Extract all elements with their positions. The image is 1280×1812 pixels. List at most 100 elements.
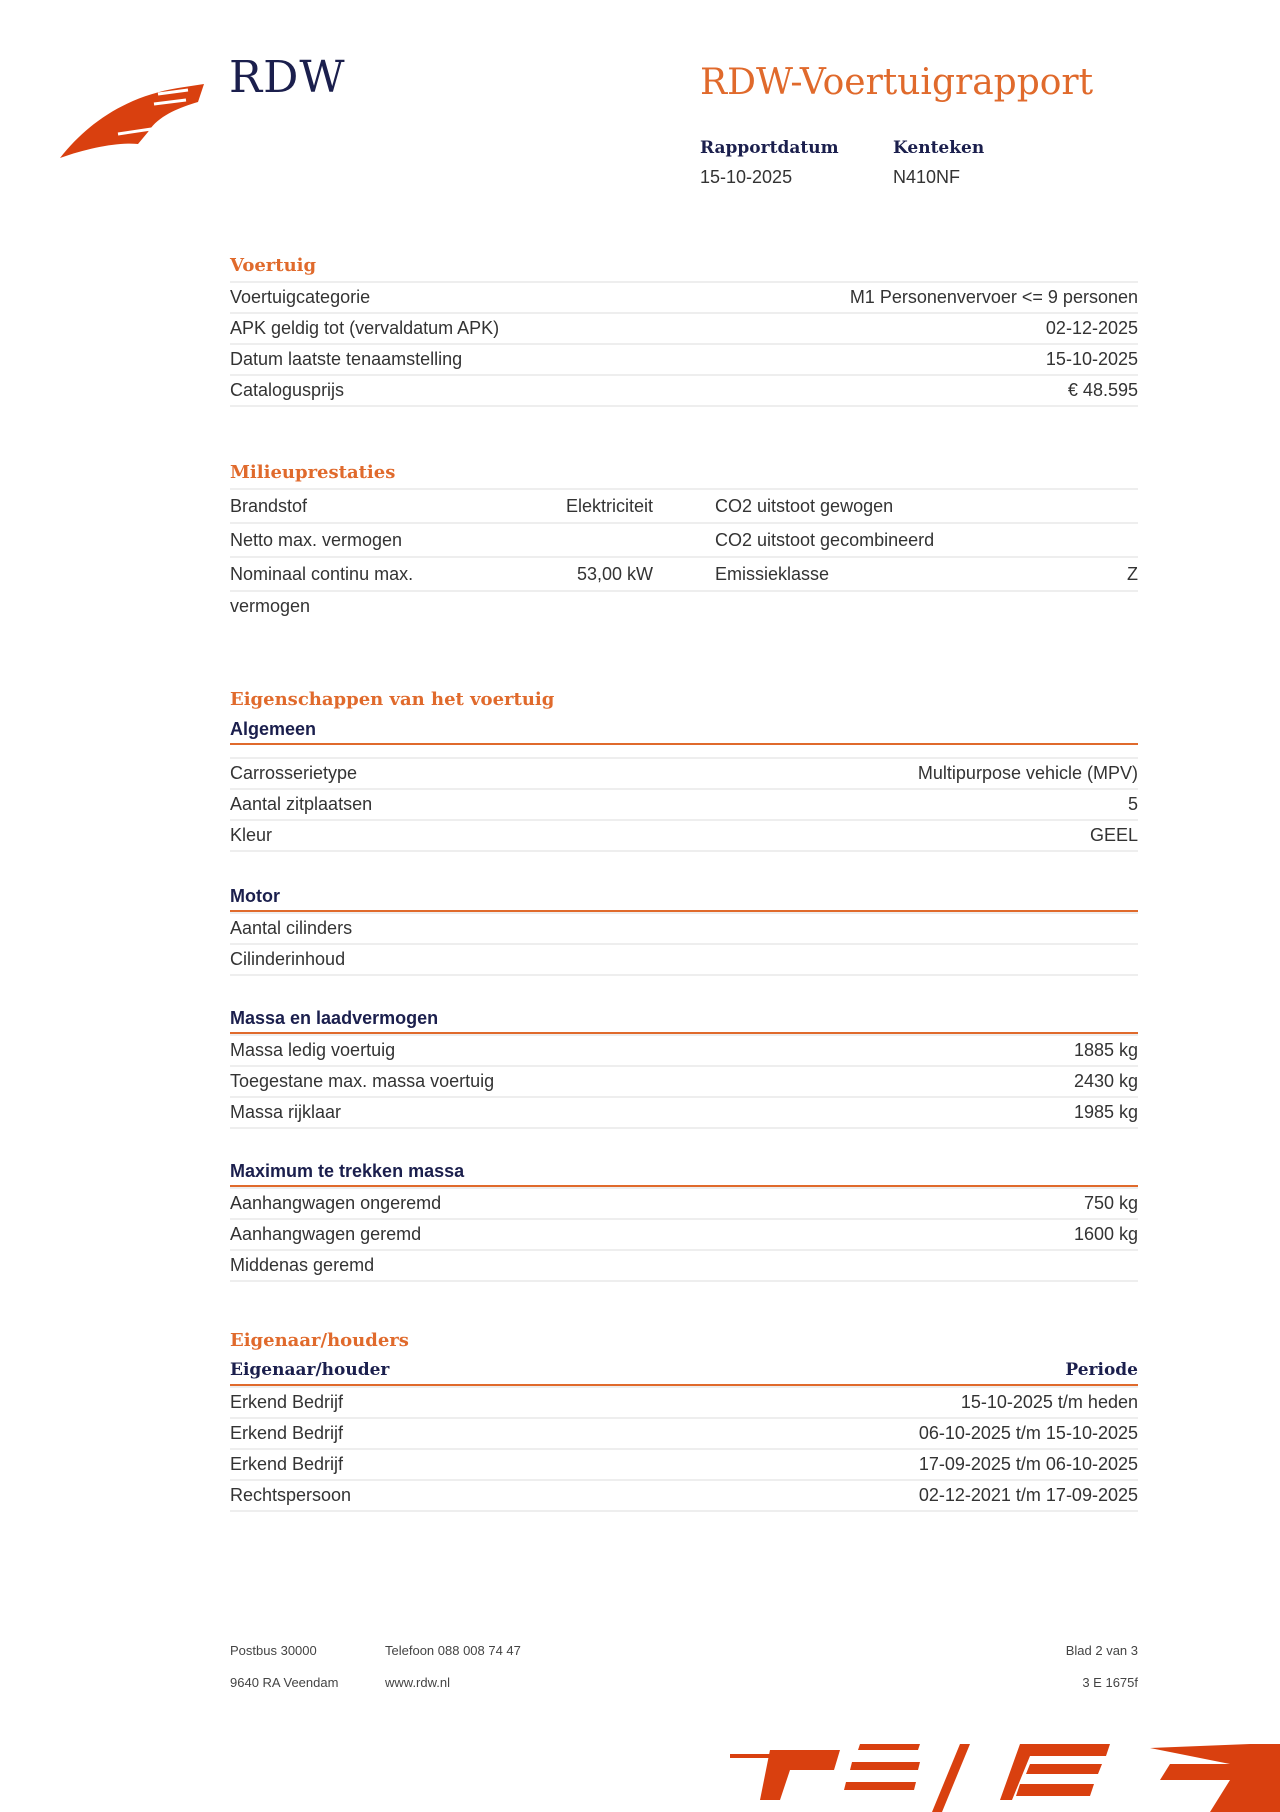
row-label: Erkend Bedrijf bbox=[230, 1423, 344, 1443]
row-value: 1885 kg bbox=[1073, 1040, 1138, 1060]
row-value: 15-10-2025 bbox=[1045, 349, 1138, 369]
logo-text: RDW bbox=[229, 52, 346, 103]
row-label: Erkend Bedrijf bbox=[230, 1392, 344, 1412]
row-value: 1600 kg bbox=[1073, 1224, 1138, 1244]
row-label: Aantal zitplaatsen bbox=[230, 794, 373, 814]
row-value-2: Z bbox=[1127, 564, 1138, 584]
row-value: 1985 kg bbox=[1073, 1102, 1138, 1122]
rapportdatum-label: Rapportdatum bbox=[700, 138, 839, 158]
kenteken-value: N410NF bbox=[893, 167, 961, 187]
row-value: 02-12-2021 t/m 17-09-2025 bbox=[918, 1485, 1138, 1505]
massa-title: Massa en laadvermogen bbox=[230, 1008, 439, 1028]
footer-page-number: Blad 2 van 3 bbox=[1065, 1643, 1138, 1658]
table-row: Aanhangwagen geremd 1600 kg bbox=[230, 1218, 1138, 1249]
rdw-logo-icon bbox=[60, 84, 204, 158]
row-label: Rechtspersoon bbox=[230, 1485, 352, 1505]
section-title: Eigenschappen van het voertuig bbox=[230, 689, 555, 710]
row-label: Cilinderinhoud bbox=[230, 949, 346, 969]
row-value: 750 kg bbox=[1083, 1193, 1138, 1213]
table-row: Massa ledig voertuig 1885 kg bbox=[230, 1034, 1138, 1065]
section-eigenaar: Eigenaar/houders Eigenaar/houder Periode… bbox=[230, 1326, 1138, 1512]
row-value: 06-10-2025 t/m 15-10-2025 bbox=[918, 1423, 1138, 1443]
subsection-title: Maximum te trekken massa bbox=[230, 1157, 1138, 1187]
row-label: APK geldig tot (vervaldatum APK) bbox=[230, 318, 500, 338]
column-header-periode: Periode bbox=[1065, 1360, 1138, 1380]
row-value: Multipurpose vehicle (MPV) bbox=[917, 763, 1138, 783]
motor-rows: Aantal cilinders Cilinderinhoud bbox=[230, 912, 1138, 976]
row-value: GEEL bbox=[1089, 825, 1138, 845]
row-value bbox=[480, 524, 653, 556]
row-label: Aanhangwagen ongeremd bbox=[230, 1193, 442, 1213]
subsection-title: Motor bbox=[230, 882, 1138, 912]
section-milieu: Milieuprestaties Brandstof Elektriciteit C… bbox=[230, 458, 1138, 616]
row-value: 5 bbox=[1127, 794, 1138, 814]
table-row: Erkend Bedrijf 15-10-2025 t/m heden bbox=[230, 1386, 1138, 1417]
table-row: Aantal zitplaatsen 5 bbox=[230, 788, 1138, 819]
table-row: Carrosserietype Multipurpose vehicle (MPV… bbox=[230, 757, 1138, 788]
section-eigenschappen: Eigenschappen van het voertuig Algemeen … bbox=[230, 685, 1138, 1282]
table-row: Aanhangwagen ongeremd 750 kg bbox=[230, 1187, 1138, 1218]
table-row: Voertuigcategorie M1 Personenvervoer <= 9… bbox=[230, 281, 1138, 312]
table-row: Massa rijklaar 1985 kg bbox=[230, 1096, 1138, 1127]
row-label-2: CO2 uitstoot gecombineerd bbox=[715, 530, 935, 550]
row-label: Aantal cilinders bbox=[230, 918, 353, 938]
table-row: Catalogusprijs € 48.595 bbox=[230, 374, 1138, 405]
kenteken-label: Kenteken bbox=[893, 138, 985, 158]
row-value: 02-12-2025 bbox=[1045, 318, 1138, 338]
column-header-eigenaar: Eigenaar/houder bbox=[230, 1360, 390, 1380]
table-row: Erkend Bedrijf 06-10-2025 t/m 15-10-2025 bbox=[230, 1417, 1138, 1448]
subsection-title: Algemeen bbox=[230, 715, 1138, 745]
table-row: Kleur GEEL bbox=[230, 819, 1138, 850]
row-label: Nominaal continu max. vermogen bbox=[230, 564, 414, 616]
row-label: Netto max. vermogen bbox=[230, 530, 403, 550]
row-label: Datum laatste tenaamstelling bbox=[230, 349, 463, 369]
table-row: Toegestane max. massa voertuig 2430 kg bbox=[230, 1065, 1138, 1096]
row-value: 15-10-2025 t/m heden bbox=[960, 1392, 1138, 1412]
row-value: M1 Personenvervoer <= 9 personen bbox=[849, 287, 1138, 307]
row-value: Elektriciteit bbox=[565, 496, 653, 516]
footer-website[interactable]: www.rdw.nl bbox=[385, 1675, 451, 1690]
voertuig-rows: Voertuigcategorie M1 Personenvervoer <= 9… bbox=[230, 281, 1138, 407]
row-label-2: Emissieklasse bbox=[715, 564, 830, 584]
row-label: Catalogusprijs bbox=[230, 380, 345, 400]
table-row: Netto max. vermogen CO2 uitstoot gecombin… bbox=[230, 522, 1138, 556]
table-row: Aantal cilinders bbox=[230, 912, 1138, 943]
section-title: Milieuprestaties bbox=[230, 462, 396, 483]
row-value: € 48.595 bbox=[1067, 380, 1138, 400]
massa-rows: Massa ledig voertuig 1885 kg Toegestane ma… bbox=[230, 1034, 1138, 1129]
row-label: Erkend Bedrijf bbox=[230, 1454, 344, 1474]
table-row: Erkend Bedrijf 17-09-2025 t/m 06-10-2025 bbox=[230, 1448, 1138, 1479]
table-row: Datum laatste tenaamstelling 15-10-2025 bbox=[230, 343, 1138, 374]
rapportdatum-value: 15-10-2025 bbox=[700, 167, 793, 187]
table-row: Middenas geremd bbox=[230, 1249, 1138, 1280]
table-row: Cilinderinhoud bbox=[230, 943, 1138, 974]
algemeen-title: Algemeen bbox=[230, 719, 317, 739]
row-label: Toegestane max. massa voertuig bbox=[230, 1071, 495, 1091]
footer-adres: 9640 RA Veendam bbox=[230, 1675, 339, 1690]
footer-postbus: Postbus 30000 bbox=[230, 1643, 317, 1658]
table-row: APK geldig tot (vervaldatum APK) 02-12-20… bbox=[230, 312, 1138, 343]
row-label: Kleur bbox=[230, 825, 273, 845]
row-value: 17-09-2025 t/m 06-10-2025 bbox=[918, 1454, 1138, 1474]
trekken-title: Maximum te trekken massa bbox=[230, 1161, 465, 1181]
footer-code: 3 E 1675f bbox=[1082, 1675, 1138, 1690]
algemeen-rows: Carrosserietype Multipurpose vehicle (MPV… bbox=[230, 757, 1138, 852]
rdw-stripes-logo-icon bbox=[730, 1744, 1280, 1812]
row-label: Middenas geremd bbox=[230, 1255, 375, 1275]
footer-telefoon: Telefoon 088 008 74 47 bbox=[385, 1643, 521, 1658]
row-label: Massa rijklaar bbox=[230, 1102, 342, 1122]
subsection-title: Massa en laadvermogen bbox=[230, 1004, 1138, 1034]
row-label: Voertuigcategorie bbox=[230, 287, 371, 307]
row-label: Aanhangwagen geremd bbox=[230, 1224, 422, 1244]
eigenaar-table-header: Eigenaar/houder Periode bbox=[230, 1356, 1138, 1386]
section-title: Voertuig bbox=[230, 255, 317, 276]
table-row: Rechtspersoon 02-12-2021 t/m 17-09-2025 bbox=[230, 1479, 1138, 1510]
row-value: 2430 kg bbox=[1073, 1071, 1138, 1091]
row-value: 53,00 kW bbox=[576, 564, 653, 584]
row-label: Brandstof bbox=[230, 496, 308, 516]
row-label: Carrosserietype bbox=[230, 763, 358, 783]
trekken-rows: Aanhangwagen ongeremd 750 kg Aanhangwagen … bbox=[230, 1187, 1138, 1282]
row-label-2: CO2 uitstoot gewogen bbox=[715, 496, 894, 516]
page-title: RDW-Voertuigrapport bbox=[700, 62, 1094, 103]
table-row: Nominaal continu max. vermogen 53,00 kW Em… bbox=[230, 556, 1138, 616]
